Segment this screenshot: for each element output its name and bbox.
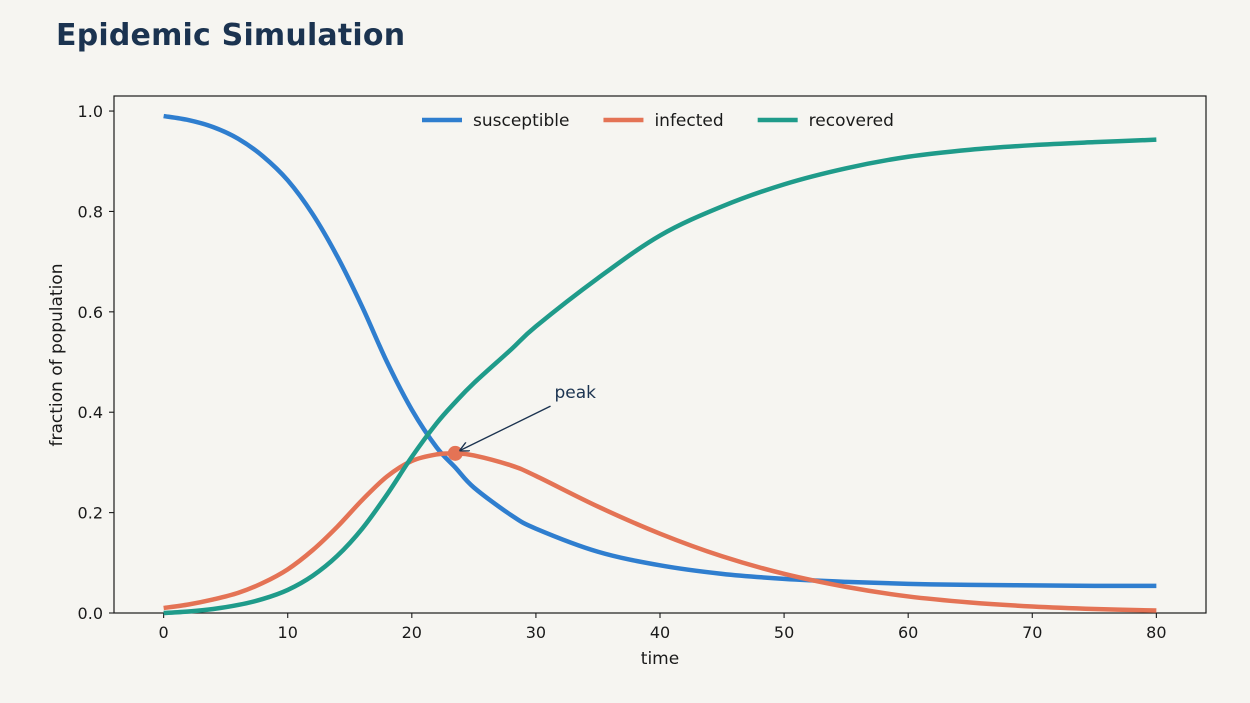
legend: susceptible infected recovered bbox=[422, 111, 894, 131]
y-tick-label: 0.8 bbox=[78, 202, 103, 221]
x-tick-label: 10 bbox=[278, 623, 298, 642]
axis-ticks: 0 10 20 30 40 50 60 70 80 0.0 0.2 0.4 0.6 0.8 1.0 bbox=[78, 102, 1167, 642]
legend-label-susceptible: susceptible bbox=[473, 111, 569, 131]
x-tick-label: 60 bbox=[898, 623, 918, 642]
legend-label-infected: infected bbox=[654, 111, 723, 131]
peak-annotation-label: peak bbox=[555, 383, 597, 403]
annotation-layer: peak bbox=[447, 383, 597, 461]
x-tick-label: 70 bbox=[1022, 623, 1042, 642]
series-line-susceptible bbox=[163, 113, 1157, 589]
y-axis-label: fraction of population bbox=[47, 264, 67, 447]
y-tick-label: 0.6 bbox=[78, 303, 103, 322]
x-tick-label: 50 bbox=[774, 623, 794, 642]
y-tick-label: 0.0 bbox=[78, 604, 103, 623]
x-tick-label: 40 bbox=[650, 623, 670, 642]
legend-label-recovered: recovered bbox=[809, 111, 894, 131]
y-tick-label: 0.4 bbox=[78, 403, 103, 422]
x-axis-label: time bbox=[641, 649, 679, 669]
series-line-recovered bbox=[163, 137, 1157, 616]
page-title: Epidemic Simulation bbox=[56, 18, 406, 53]
x-tick-label: 30 bbox=[526, 623, 546, 642]
y-tick-label: 1.0 bbox=[78, 102, 103, 121]
series-layer bbox=[163, 113, 1157, 616]
x-tick-label: 20 bbox=[402, 623, 422, 642]
y-tick-label: 0.2 bbox=[78, 504, 103, 523]
x-tick-label: 80 bbox=[1146, 623, 1166, 642]
x-tick-label: 0 bbox=[159, 623, 169, 642]
series-line-infected bbox=[163, 451, 1157, 613]
peak-arrow bbox=[460, 405, 551, 450]
peak-marker bbox=[447, 445, 463, 461]
